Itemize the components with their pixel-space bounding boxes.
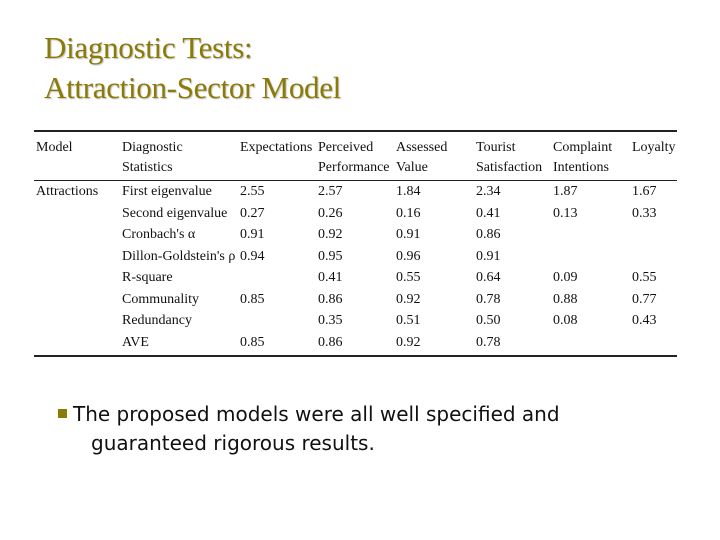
cell-tourist-satisfaction: 0.64 [476, 270, 501, 285]
cell-expectations: 0.27 [240, 205, 265, 221]
diagnostic-table-container: Model Diagnostic Statistics Expectations … [34, 130, 677, 357]
cell-diagnostic: R-square [122, 270, 173, 285]
cell-loyalty: 0.43 [632, 313, 657, 328]
cell-tourist-satisfaction: 0.91 [476, 248, 501, 264]
cell-tourist-satisfaction: 0.78 [476, 291, 501, 307]
table-row: Redundancy 0.35 0.51 0.50 0.08 0.43 [34, 310, 677, 332]
header-model: Model [34, 130, 120, 181]
table-row: R-square 0.41 0.55 0.64 0.09 0.55 [34, 267, 677, 289]
cell-diagnostic: Dillon-Goldstein's ρ [122, 248, 236, 264]
table-row: Communality 0.85 0.86 0.92 0.78 0.88 0.77 [34, 289, 677, 311]
cell-complaint-intentions [551, 224, 630, 246]
cell-tourist-satisfaction: 0.86 [476, 227, 501, 242]
cell-assessed-value: 0.92 [396, 291, 421, 307]
cell-perceived-performance: 0.95 [318, 248, 343, 264]
cell-perceived-performance: 0.26 [318, 205, 343, 221]
header-diagnostic-statistics: Diagnostic Statistics [120, 130, 238, 181]
table-row: Cronbach's α 0.91 0.92 0.91 0.86 [34, 224, 677, 246]
cell-complaint-intentions: 0.88 [553, 291, 578, 307]
cell-model [34, 310, 120, 332]
cell-assessed-value: 0.16 [396, 205, 421, 221]
cell-expectations [238, 267, 316, 289]
cell-tourist-satisfaction: 2.34 [476, 184, 501, 199]
cell-complaint-intentions [551, 331, 630, 357]
cell-diagnostic: Cronbach's α [122, 227, 196, 242]
slide-title: Diagnostic Tests: Attraction-Sector Mode… [44, 28, 341, 108]
header-expectations: Expectations [238, 130, 316, 181]
header-tourist-satisfaction: Tourist Satisfaction [474, 130, 551, 181]
cell-diagnostic: First eigenvalue [122, 184, 212, 199]
table-body: Attractions First eigenvalue 2.55 2.57 1.84 2… [34, 181, 677, 357]
cell-complaint-intentions: 0.09 [553, 270, 578, 285]
cell-expectations [238, 310, 316, 332]
cell-loyalty [630, 224, 677, 246]
cell-assessed-value: 0.55 [396, 270, 421, 285]
cell-perceived-performance: 0.35 [318, 313, 343, 328]
bullet-text: The proposed models were all well specif… [58, 400, 678, 458]
bullet-line-2: guaranteed rigorous results. [91, 431, 375, 455]
cell-tourist-satisfaction: 0.78 [474, 331, 551, 357]
cell-model: Attractions [36, 184, 99, 199]
cell-model [34, 224, 120, 246]
table-row: AVE 0.85 0.86 0.92 0.78 [34, 331, 677, 357]
bullet-line-1: The proposed models were all well specif… [73, 402, 560, 426]
cell-loyalty [630, 331, 677, 357]
cell-model [34, 267, 120, 289]
bullet-point: The proposed models were all well specif… [58, 400, 678, 458]
table-header-row: Model Diagnostic Statistics Expectations … [34, 130, 677, 181]
cell-diagnostic: Second eigenvalue [122, 205, 228, 221]
cell-assessed-value: 0.91 [396, 227, 421, 242]
cell-assessed-value: 0.92 [394, 331, 474, 357]
header-perceived-performance: Perceived Performance [316, 130, 394, 181]
cell-assessed-value: 0.96 [396, 248, 421, 264]
cell-diagnostic: AVE [120, 331, 238, 357]
title-line-2: Attraction-Sector Model [44, 70, 341, 105]
cell-perceived-performance: 2.57 [318, 184, 343, 199]
table-row: Second eigenvalue 0.27 0.26 0.16 0.41 0.13 0.3… [34, 203, 677, 225]
cell-perceived-performance: 0.92 [318, 227, 343, 242]
cell-complaint-intentions [551, 246, 630, 268]
cell-perceived-performance: 0.86 [316, 331, 394, 357]
cell-model [34, 289, 120, 311]
cell-diagnostic: Communality [122, 291, 199, 307]
cell-assessed-value: 0.51 [396, 313, 421, 328]
cell-expectations: 0.94 [240, 248, 265, 264]
cell-loyalty [630, 246, 677, 268]
cell-loyalty: 0.33 [632, 205, 657, 221]
cell-diagnostic: Redundancy [122, 313, 192, 328]
cell-complaint-intentions: 1.87 [553, 184, 578, 199]
cell-tourist-satisfaction: 0.50 [476, 313, 501, 328]
cell-expectations: 2.55 [240, 184, 265, 199]
cell-model [34, 246, 120, 268]
square-bullet-icon [58, 409, 67, 418]
title-line-1: Diagnostic Tests: [44, 30, 253, 65]
header-loyalty: Loyalty [630, 130, 677, 181]
cell-expectations: 0.85 [240, 291, 265, 307]
cell-assessed-value: 1.84 [396, 184, 421, 199]
header-complaint-intentions: Complaint Intentions [551, 130, 630, 181]
table-row: Attractions First eigenvalue 2.55 2.57 1.84 2… [34, 181, 677, 203]
cell-complaint-intentions: 0.13 [553, 205, 578, 221]
cell-expectations: 0.85 [238, 331, 316, 357]
table-row: Dillon-Goldstein's ρ 0.94 0.95 0.96 0.91 [34, 246, 677, 268]
cell-expectations: 0.91 [240, 227, 265, 242]
cell-perceived-performance: 0.41 [318, 270, 343, 285]
cell-model [34, 203, 120, 225]
header-assessed-value: Assessed Value [394, 130, 474, 181]
cell-complaint-intentions: 0.08 [553, 313, 578, 328]
cell-loyalty: 0.77 [632, 291, 657, 307]
diagnostic-table: Model Diagnostic Statistics Expectations … [34, 130, 677, 357]
cell-tourist-satisfaction: 0.41 [476, 205, 501, 221]
cell-model [34, 331, 120, 357]
cell-loyalty: 0.55 [632, 270, 657, 285]
cell-perceived-performance: 0.86 [318, 291, 343, 307]
cell-loyalty: 1.67 [632, 184, 657, 199]
